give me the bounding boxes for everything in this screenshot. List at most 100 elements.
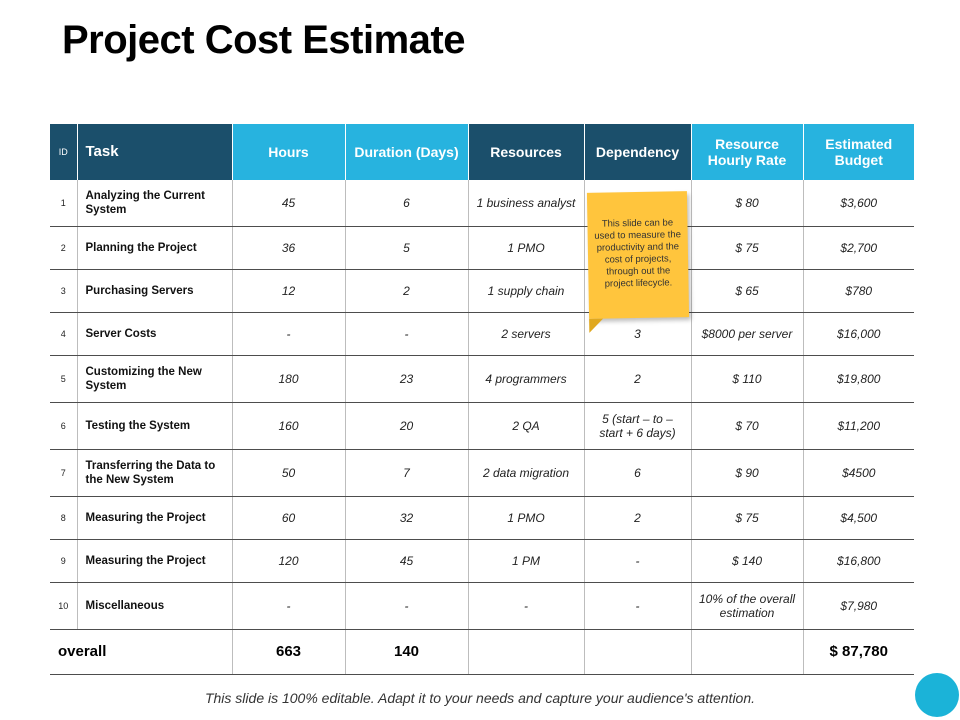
cell-id: 1	[50, 180, 78, 227]
cell-rate: $ 110	[691, 355, 804, 403]
total-row: overall 663 140 $ 87,780	[50, 629, 914, 675]
cell-task: Planning the Project	[77, 226, 233, 270]
cell-id: 4	[50, 312, 78, 356]
cell-budget: $3,600	[803, 180, 914, 227]
cell-task: Measuring the Project	[77, 496, 233, 540]
total-resources-empty	[468, 629, 585, 675]
cell-resources: 1 PMO	[468, 226, 585, 270]
cell-hours: 180	[232, 355, 346, 403]
total-duration: 140	[345, 629, 469, 675]
cell-budget: $19,800	[803, 355, 914, 403]
cell-budget: $4500	[803, 449, 914, 497]
cell-hours: 160	[232, 402, 346, 450]
cell-id: 2	[50, 226, 78, 270]
cell-hours: -	[232, 582, 346, 630]
cell-resources: 1 supply chain	[468, 269, 585, 313]
cell-dependency: 6	[584, 449, 692, 497]
cell-resources: -	[468, 582, 585, 630]
cell-duration: 20	[345, 402, 469, 450]
cell-duration: 7	[345, 449, 469, 497]
header-dependency: Dependency	[584, 124, 692, 180]
cell-rate: $8000 per server	[691, 312, 804, 356]
sticky-note: This slide can be used to measure the pr…	[586, 191, 690, 333]
table-row: 8 Measuring the Project 60 32 1 PMO 2 $ …	[50, 496, 914, 540]
total-budget: $ 87,780	[803, 629, 914, 675]
cell-dependency: 2	[584, 496, 692, 540]
cell-duration: -	[345, 312, 469, 356]
cell-id: 5	[50, 355, 78, 403]
header-task: Task	[77, 124, 233, 180]
table-row: 3 Purchasing Servers 12 2 1 supply chain…	[50, 269, 914, 313]
cell-hours: 120	[232, 539, 346, 583]
header-duration: Duration (Days)	[345, 124, 469, 180]
cell-dependency: -	[584, 582, 692, 630]
cell-rate: $ 90	[691, 449, 804, 497]
cell-rate: $ 70	[691, 402, 804, 450]
page-title: Project Cost Estimate	[62, 18, 465, 62]
table-row: 4 Server Costs - - 2 servers 3 $8000 per…	[50, 312, 914, 356]
cell-id: 3	[50, 269, 78, 313]
table-header-row: ID Task Hours Duration (Days) Resources …	[50, 124, 914, 180]
cell-resources: 1 business analyst	[468, 180, 585, 227]
cell-dependency: 3	[584, 312, 692, 356]
cell-budget: $16,000	[803, 312, 914, 356]
total-hours: 663	[232, 629, 346, 675]
cell-budget: $7,980	[803, 582, 914, 630]
cost-table: ID Task Hours Duration (Days) Resources …	[50, 124, 914, 675]
table-row: 7 Transferring the Data to the New Syste…	[50, 449, 914, 497]
header-rate: Resource Hourly Rate	[691, 124, 804, 180]
cell-rate: $ 75	[691, 226, 804, 270]
accent-circle	[915, 673, 959, 717]
total-dependency-empty	[584, 629, 692, 675]
cell-resources: 2 QA	[468, 402, 585, 450]
cell-resources: 4 programmers	[468, 355, 585, 403]
cell-rate: $ 75	[691, 496, 804, 540]
cell-duration: 32	[345, 496, 469, 540]
cell-duration: 6	[345, 180, 469, 227]
cell-task: Purchasing Servers	[77, 269, 233, 313]
cell-task: Server Costs	[77, 312, 233, 356]
cell-budget: $4,500	[803, 496, 914, 540]
cell-duration: 45	[345, 539, 469, 583]
cell-resources: 2 data migration	[468, 449, 585, 497]
cell-dependency: 5 (start – to – start + 6 days)	[584, 402, 692, 450]
table-row: 9 Measuring the Project 120 45 1 PM - $ …	[50, 539, 914, 583]
cell-duration: 2	[345, 269, 469, 313]
cell-task: Analyzing the Current System	[77, 180, 233, 227]
header-id: ID	[50, 124, 78, 180]
cell-dependency: -	[584, 539, 692, 583]
cell-task: Testing the System	[77, 402, 233, 450]
total-rate-empty	[691, 629, 804, 675]
cell-rate: $ 65	[691, 269, 804, 313]
cell-hours: 45	[232, 180, 346, 227]
sticky-note-text: This slide can be used to measure the pr…	[594, 217, 682, 290]
cell-budget: $16,800	[803, 539, 914, 583]
cell-task: Miscellaneous	[77, 582, 233, 630]
table-row: 6 Testing the System 160 20 2 QA 5 (star…	[50, 402, 914, 450]
cell-hours: 50	[232, 449, 346, 497]
cell-budget: $2,700	[803, 226, 914, 270]
cell-id: 7	[50, 449, 78, 497]
table-row: 10 Miscellaneous - - - - 10% of the over…	[50, 582, 914, 630]
cell-id: 10	[50, 582, 78, 630]
cell-resources: 1 PMO	[468, 496, 585, 540]
cell-dependency: 2	[584, 355, 692, 403]
table-row: 5 Customizing the New System 180 23 4 pr…	[50, 355, 914, 403]
cell-task: Transferring the Data to the New System	[77, 449, 233, 497]
header-resources: Resources	[468, 124, 585, 180]
cell-budget: $780	[803, 269, 914, 313]
cell-rate: $ 140	[691, 539, 804, 583]
cell-task: Measuring the Project	[77, 539, 233, 583]
table-row: 2 Planning the Project 36 5 1 PMO $ 75 $…	[50, 226, 914, 270]
cell-id: 6	[50, 402, 78, 450]
cell-hours: 36	[232, 226, 346, 270]
cell-budget: $11,200	[803, 402, 914, 450]
total-label: overall	[50, 629, 233, 675]
cell-rate: $ 80	[691, 180, 804, 227]
sticky-note-fold	[589, 318, 604, 333]
table-row: 1 Analyzing the Current System 45 6 1 bu…	[50, 180, 914, 227]
cell-rate: 10% of the overall estimation	[691, 582, 804, 630]
cell-hours: 60	[232, 496, 346, 540]
cell-hours: -	[232, 312, 346, 356]
cell-resources: 1 PM	[468, 539, 585, 583]
